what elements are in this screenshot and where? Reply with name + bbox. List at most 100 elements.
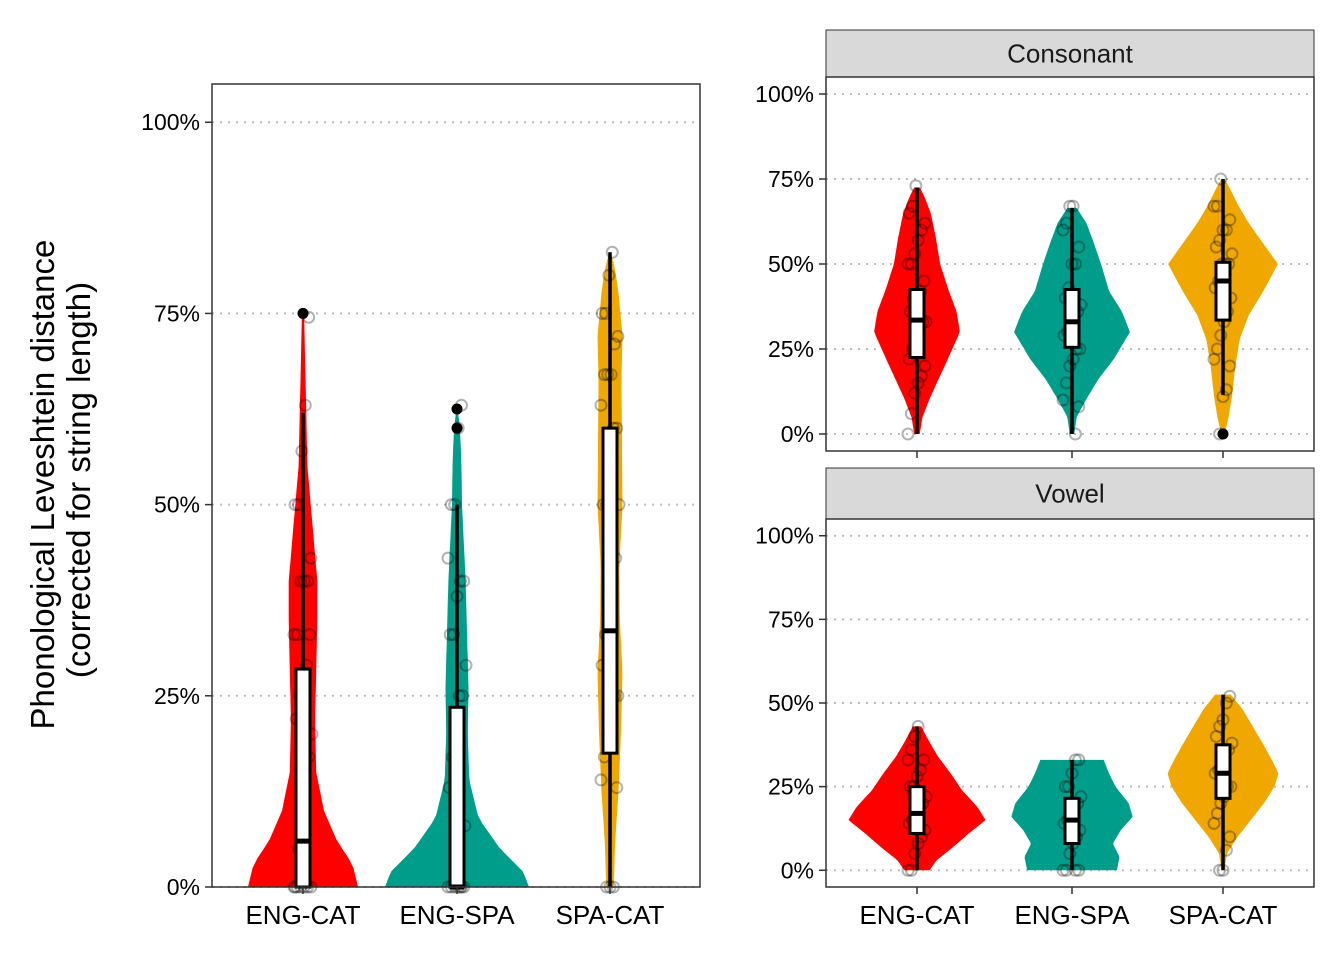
data-point bbox=[605, 245, 619, 259]
box bbox=[1214, 260, 1232, 322]
y-axis-title-line2: (corrected for string length) bbox=[60, 282, 97, 678]
facet-strip bbox=[825, 29, 1315, 78]
data-point bbox=[901, 257, 915, 271]
data-point bbox=[594, 773, 608, 787]
y-tick-label: 100% bbox=[755, 81, 814, 107]
consonant-panel: Consonant 0% 25% 50% 75% 100% bbox=[755, 29, 1315, 458]
data-point bbox=[1214, 328, 1228, 342]
data-point bbox=[1056, 393, 1070, 407]
data-point bbox=[1062, 780, 1076, 794]
y-tick-label: 75% bbox=[768, 166, 814, 192]
data-point bbox=[1219, 843, 1233, 857]
x-tick-label: ENG-SPA bbox=[1014, 900, 1130, 930]
y-tick-label: 50% bbox=[768, 690, 814, 716]
data-point bbox=[1219, 696, 1233, 710]
data-point bbox=[1063, 847, 1077, 861]
y-tick-label: 75% bbox=[154, 300, 200, 326]
data-point bbox=[1219, 383, 1233, 397]
data-point bbox=[1213, 719, 1227, 733]
data-point bbox=[1068, 753, 1082, 767]
data-point bbox=[1214, 172, 1228, 186]
data-point bbox=[594, 398, 608, 412]
data-point bbox=[1207, 352, 1221, 366]
data-point bbox=[448, 498, 462, 512]
data-point bbox=[601, 368, 615, 382]
box bbox=[601, 426, 619, 755]
data-point bbox=[908, 386, 922, 400]
data-point bbox=[918, 216, 932, 230]
data-point bbox=[1213, 233, 1227, 247]
x-tick-label: SPA-CAT bbox=[556, 900, 665, 930]
y-tick-label: 50% bbox=[154, 492, 200, 518]
data-point bbox=[1063, 359, 1077, 373]
box bbox=[908, 288, 926, 359]
data-point bbox=[441, 551, 455, 565]
x-tick-label: ENG-CAT bbox=[859, 900, 974, 930]
data-point bbox=[453, 574, 467, 588]
data-point bbox=[901, 753, 915, 767]
overall-panel: 0% 25% 50% 75% 100% ENG-CAT ENG-SPA SPA-CAT bbox=[141, 83, 701, 930]
facet-strip-label: Vowel bbox=[1035, 479, 1104, 509]
data-point bbox=[901, 863, 915, 877]
y-tick-label: 0% bbox=[167, 874, 200, 900]
y-axis-title: Phonological Leveshtein distance (correc… bbox=[24, 230, 97, 729]
vowel-panel: Vowel 0% 25% 50% 75% 100% ENG-CAT ENG-SPA SPA-CA… bbox=[755, 467, 1315, 930]
outlier-point bbox=[1217, 428, 1229, 440]
x-tick-label: ENG-CAT bbox=[245, 900, 360, 930]
y-tick-label: 25% bbox=[154, 683, 200, 709]
panel-border bbox=[211, 83, 701, 888]
panel-border bbox=[825, 76, 1315, 452]
data-point bbox=[459, 658, 473, 672]
box bbox=[294, 667, 312, 889]
data-point bbox=[452, 689, 466, 703]
data-point bbox=[1207, 816, 1221, 830]
x-tick-label: ENG-SPA bbox=[399, 900, 515, 930]
data-point bbox=[287, 628, 301, 642]
data-point bbox=[1063, 199, 1077, 213]
data-point bbox=[1068, 257, 1082, 271]
panel-border bbox=[825, 518, 1315, 888]
box bbox=[908, 785, 926, 835]
data-point bbox=[304, 551, 318, 565]
y-tick-label: 25% bbox=[768, 774, 814, 800]
facet-strip bbox=[825, 467, 1315, 520]
y-axis-title-line1: Phonological Leveshtein distance bbox=[24, 240, 61, 730]
data-point bbox=[288, 498, 302, 512]
data-point bbox=[1068, 863, 1082, 877]
y-tick-label: 50% bbox=[768, 251, 814, 277]
data-point bbox=[913, 763, 927, 777]
data-point bbox=[902, 206, 916, 220]
data-point bbox=[1225, 247, 1239, 261]
data-point bbox=[1225, 736, 1239, 750]
data-point bbox=[1207, 199, 1221, 213]
y-tick-label: 100% bbox=[755, 523, 814, 549]
x-tick-label: SPA-CAT bbox=[1169, 900, 1278, 930]
data-point bbox=[447, 628, 461, 642]
y-tick-label: 100% bbox=[141, 109, 200, 135]
data-point bbox=[908, 247, 922, 261]
data-point bbox=[294, 574, 308, 588]
outlier-point bbox=[451, 422, 463, 434]
facet-strip-label: Consonant bbox=[1007, 39, 1134, 69]
data-point bbox=[1213, 863, 1227, 877]
data-point bbox=[1056, 223, 1070, 237]
box bbox=[1063, 288, 1081, 349]
data-point bbox=[595, 306, 609, 320]
data-point bbox=[1068, 427, 1082, 441]
box bbox=[448, 705, 466, 889]
data-point bbox=[1074, 790, 1088, 804]
y-tick-label: 75% bbox=[768, 606, 814, 632]
data-point bbox=[901, 427, 915, 441]
data-point bbox=[908, 847, 922, 861]
data-point bbox=[908, 729, 922, 743]
y-tick-label: 0% bbox=[781, 421, 814, 447]
y-tick-label: 0% bbox=[781, 857, 814, 883]
outlier-point bbox=[451, 403, 463, 415]
data-point bbox=[1056, 863, 1070, 877]
data-point bbox=[1219, 223, 1233, 237]
data-point bbox=[918, 359, 932, 373]
data-point bbox=[298, 398, 312, 412]
outlier-point bbox=[297, 307, 309, 319]
data-point bbox=[611, 329, 625, 343]
